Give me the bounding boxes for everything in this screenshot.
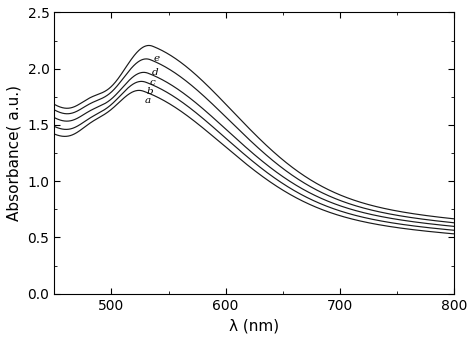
Text: e: e <box>154 54 160 63</box>
Y-axis label: Absorbance( a.u.): Absorbance( a.u.) <box>7 85 22 221</box>
Text: c: c <box>149 78 155 87</box>
Text: d: d <box>151 68 158 76</box>
X-axis label: λ (nm): λ (nm) <box>229 318 279 333</box>
Text: a: a <box>145 96 151 105</box>
Text: b: b <box>147 87 154 96</box>
